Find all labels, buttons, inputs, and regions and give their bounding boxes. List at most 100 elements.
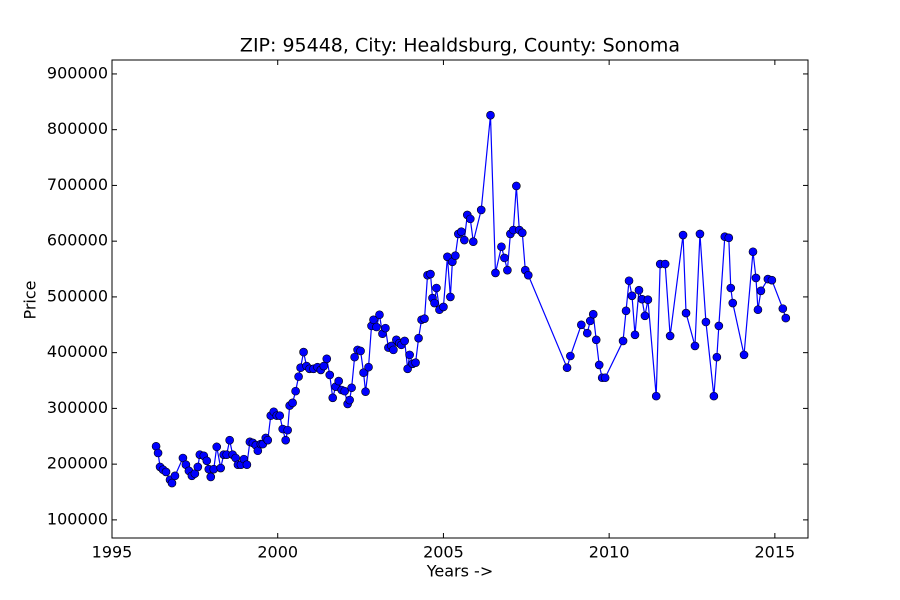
data-point (153, 448, 163, 458)
data-point (726, 283, 736, 293)
data-point (577, 320, 586, 330)
data-point (503, 265, 512, 275)
data-point (430, 298, 439, 308)
data-point (325, 370, 335, 380)
data-point (446, 292, 455, 302)
data-point (486, 110, 495, 120)
data-point (275, 411, 285, 420)
data-point (518, 228, 527, 238)
y-tick-label: 800000 (47, 119, 108, 138)
data-point (690, 341, 700, 351)
data-point (411, 358, 420, 367)
data-point (345, 395, 354, 405)
data-point (439, 302, 448, 312)
data-point (350, 352, 359, 362)
data-point (364, 362, 373, 372)
x-tick-label: 2015 (754, 543, 795, 562)
data-point (328, 393, 338, 403)
data-point (500, 253, 509, 263)
data-point (420, 314, 429, 323)
data-point (709, 391, 719, 401)
data-point (523, 270, 533, 280)
data-point (630, 330, 640, 340)
data-point (665, 331, 675, 341)
data-point (476, 205, 486, 215)
data-point (748, 247, 758, 257)
x-tick-label: 1995 (92, 543, 133, 562)
data-point (643, 295, 653, 304)
data-point (460, 235, 469, 245)
y-tick-label: 400000 (47, 342, 108, 361)
data-point (457, 227, 466, 236)
data-point (591, 335, 601, 345)
data-point (283, 425, 292, 435)
data-point (634, 285, 644, 295)
data-point (681, 308, 691, 318)
y-tick-label: 200000 (47, 454, 108, 473)
data-point (340, 386, 349, 396)
data-point (588, 309, 598, 319)
data-point (202, 456, 212, 466)
data-point (753, 305, 763, 315)
data-point (288, 398, 297, 408)
data-point (468, 237, 478, 247)
data-point (381, 323, 390, 333)
data-point (451, 251, 460, 260)
data-point (322, 354, 332, 364)
y-tick-label: 700000 (47, 175, 108, 194)
data-point (225, 435, 234, 445)
data-point (193, 462, 203, 472)
data-point (778, 304, 788, 313)
data-point (414, 333, 423, 343)
data-point (566, 351, 575, 361)
data-point (369, 315, 378, 325)
data-point (512, 181, 521, 191)
y-tick-label: 500000 (47, 286, 108, 305)
data-point (294, 372, 303, 381)
x-tick-label: 2000 (257, 543, 298, 562)
data-point (582, 328, 592, 338)
data-point (618, 336, 628, 346)
data-point (781, 313, 791, 323)
data-point (356, 346, 365, 356)
data-point (594, 360, 604, 370)
y-tick-label: 100000 (47, 509, 108, 528)
data-point (621, 306, 631, 316)
data-point (651, 391, 661, 401)
x-tick-label: 2010 (589, 543, 630, 562)
data-point (712, 352, 722, 362)
data-point (375, 310, 384, 320)
data-point (359, 368, 368, 378)
data-point (739, 350, 749, 360)
data-point (334, 376, 343, 386)
data-point (678, 230, 688, 240)
data-point (600, 373, 610, 383)
y-tick-label: 300000 (47, 398, 108, 417)
data-point (728, 298, 738, 308)
data-point (161, 467, 171, 477)
data-point (167, 478, 177, 488)
data-point (372, 322, 381, 332)
data-point (281, 435, 290, 445)
data-point (751, 273, 761, 283)
data-point (389, 345, 398, 355)
data-point (405, 350, 414, 360)
data-point (291, 386, 300, 396)
data-point (724, 233, 734, 243)
data-point (497, 242, 506, 252)
data-point (465, 214, 475, 224)
data-point (299, 347, 308, 357)
data-point (767, 275, 777, 285)
data-point (319, 361, 329, 371)
data-point (216, 463, 226, 473)
data-point (491, 268, 500, 278)
x-tick-label: 2005 (423, 543, 464, 562)
data-point (426, 269, 435, 279)
data-point (756, 286, 766, 296)
data-point (400, 336, 409, 346)
data-point (562, 363, 572, 373)
y-tick-label: 900000 (47, 63, 108, 82)
data-point (206, 472, 216, 482)
data-point (170, 471, 180, 481)
